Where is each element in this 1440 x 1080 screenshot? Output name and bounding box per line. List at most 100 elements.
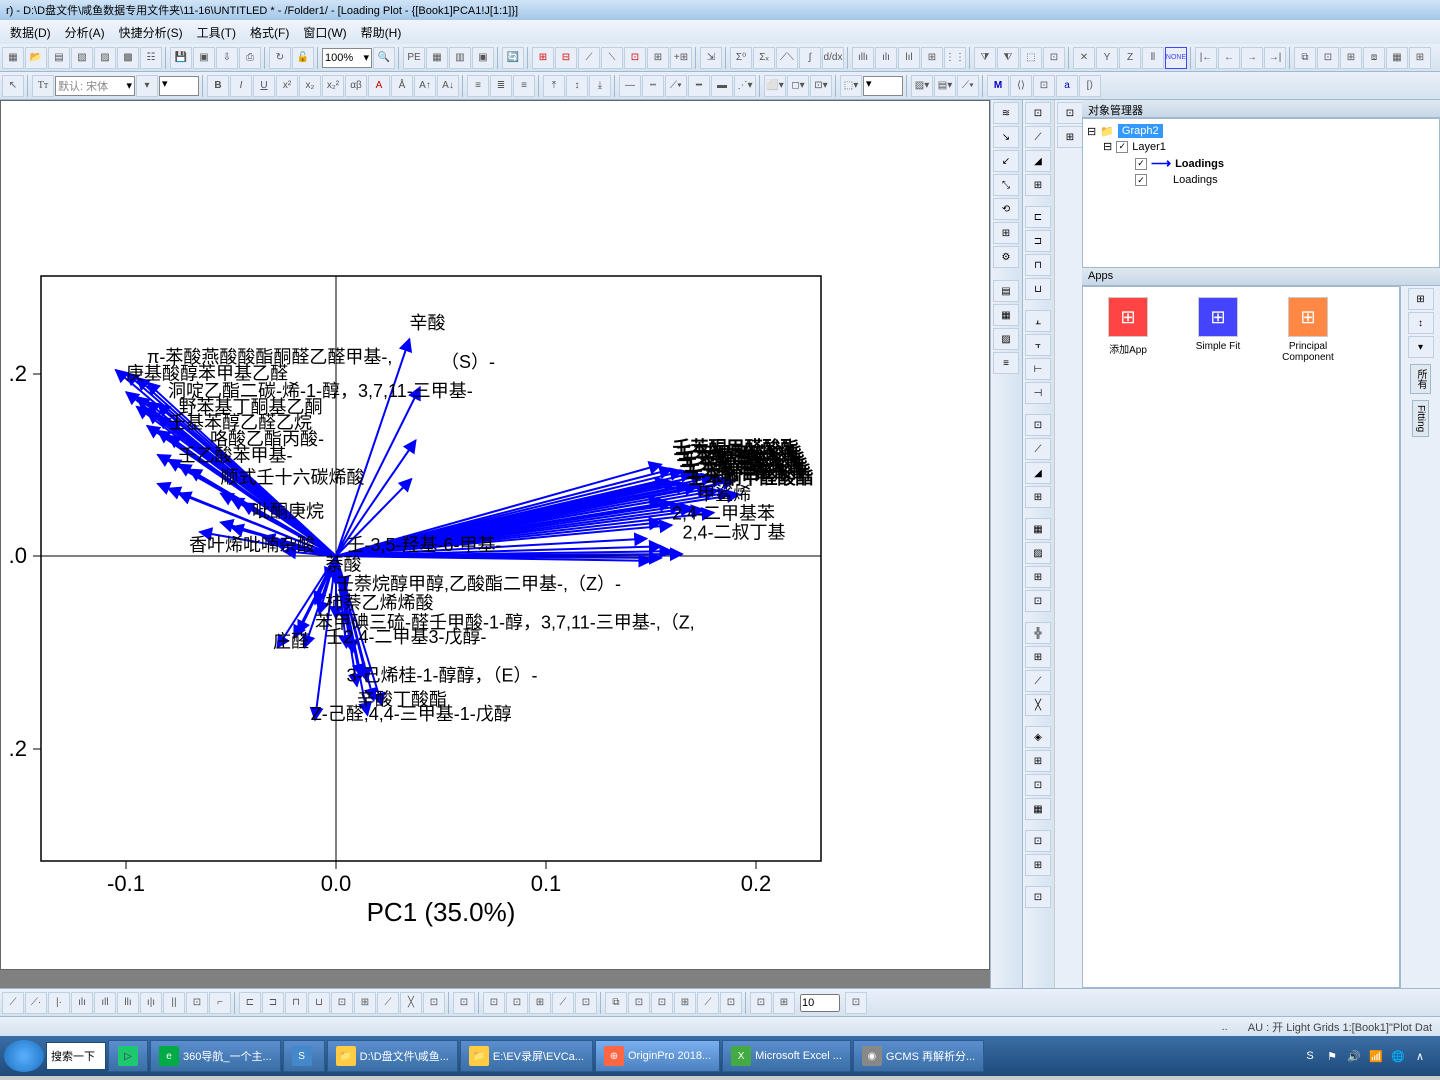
btn-data[interactable]: ⊡ [1043,47,1065,69]
smallA-btn[interactable]: Å [391,75,413,97]
btool-23[interactable]: ⊡ [483,992,505,1014]
tree-loadings-1[interactable]: ✓ ⟶ Loadings [1087,154,1435,173]
btool-12[interactable]: ⊐ [262,992,284,1014]
range2[interactable]: ⊡ [1033,75,1055,97]
btn-arr2[interactable]: ← [1218,47,1240,69]
btn-win3[interactable]: ⊞ [1340,47,1362,69]
btn-vert[interactable]: ⦀ [1142,47,1164,69]
menu-分析(A)[interactable]: 分析(A) [59,22,111,43]
btn-x[interactable]: ✕ [1073,47,1095,69]
m-icon[interactable]: M [987,75,1009,97]
rtool2-6[interactable]: ⊐ [1025,230,1051,252]
btn-arr1[interactable]: |← [1195,47,1217,69]
btool-1[interactable]: ⟋· [25,992,47,1014]
tree-root[interactable]: ⊟ 📁 Graph2 [1087,123,1435,139]
object-tree[interactable]: ⊟ 📁 Graph2 ⊟ ✓ Layer1 ✓ ⟶ Loadings ✓ Loa… [1082,118,1440,268]
btool-29[interactable]: ⧉ [605,992,627,1014]
tray-⚑[interactable]: ⚑ [1324,1048,1340,1064]
btn-line2[interactable]: ⟍ [601,47,623,69]
rtool2-20[interactable]: ▦ [1025,518,1051,540]
rtool2-38[interactable]: ⊡ [1025,886,1051,908]
btn-refresh[interactable]: 🔄 [502,47,524,69]
tray-∧[interactable]: ∧ [1412,1048,1428,1064]
btool-16[interactable]: ⊞ [354,992,376,1014]
font-tt[interactable]: Tт [32,75,54,97]
btn-worksheet[interactable]: ▤ [48,47,70,69]
tree-layer[interactable]: ⊟ ✓ Layer1 [1087,139,1435,154]
rtool2-5[interactable]: ⊏ [1025,206,1051,228]
menu-窗口(W)[interactable]: 窗口(W) [297,22,352,43]
btn-stats3[interactable]: lıl [898,47,920,69]
menu-帮助(H)[interactable]: 帮助(H) [355,22,408,43]
rtool2-0[interactable]: ⊡ [1025,102,1051,124]
rtool1-6[interactable]: ⚙ [993,246,1019,268]
btool-5[interactable]: llı [117,992,139,1014]
ptr-icon[interactable]: ↖ [2,75,24,97]
task-360导航_一个主...[interactable]: e360导航_一个主... [150,1040,281,1072]
rtool1-1[interactable]: ↘ [993,126,1019,148]
btn-save[interactable]: 💾 [170,47,192,69]
italic-btn[interactable]: I [230,75,252,97]
btn-matrix[interactable]: ▩ [117,47,139,69]
rtool2-32[interactable]: ⊡ [1025,774,1051,796]
tray-🔊[interactable]: 🔊 [1346,1048,1362,1064]
btn-dup[interactable]: ▣ [472,47,494,69]
range4[interactable]: [⟩ [1079,75,1101,97]
taskbar-search[interactable]: 搜索一下 [46,1042,106,1070]
btool-30[interactable]: ⊡ [628,992,650,1014]
btn-diff[interactable]: d/dx [822,47,844,69]
rtool2-31[interactable]: ⊞ [1025,750,1051,772]
btool-17[interactable]: ⟋ [377,992,399,1014]
btn-stats4[interactable]: ⊞ [921,47,943,69]
underline-btn[interactable]: U [253,75,275,97]
rtool2-11[interactable]: ⫟ [1025,334,1051,356]
btn-graph[interactable]: ▨ [94,47,116,69]
btool-8[interactable]: ⊡ [186,992,208,1014]
tab-all[interactable]: 所有 [1410,364,1431,394]
btn-import[interactable]: ⇩ [216,47,238,69]
btool-32[interactable]: ⊞ [674,992,696,1014]
task-OriginPro 2018...[interactable]: ⊕OriginPro 2018... [595,1040,720,1072]
btn-stats1[interactable]: ıllı [852,47,874,69]
btn-filter1[interactable]: ⧩ [974,47,996,69]
task-D:\D盘文件\咸鱼...[interactable]: 📁D:\D盘文件\咸鱼... [327,1040,458,1072]
btn-win2[interactable]: ⊡ [1317,47,1339,69]
rtool2-33[interactable]: ▦ [1025,798,1051,820]
align-r[interactable]: ≡ [513,75,535,97]
rtool2-16[interactable]: ⟋ [1025,438,1051,460]
btool-34[interactable]: ⊡ [720,992,742,1014]
btool-33[interactable]: ⟋ [697,992,719,1014]
btn-sc[interactable]: ▦ [426,47,448,69]
fontdec-btn[interactable]: A↓ [437,75,459,97]
btn-new[interactable]: ▦ [2,47,24,69]
fontinc-btn[interactable]: A↑ [414,75,436,97]
tray-🌐[interactable]: 🌐 [1390,1048,1406,1064]
btool-9[interactable]: ⌐ [209,992,231,1014]
rtool2-18[interactable]: ⊞ [1025,486,1051,508]
btn-integ[interactable]: ∫ [799,47,821,69]
marker2[interactable]: ◻▾ [787,75,809,97]
btn-addplot[interactable]: +⊞ [670,47,692,69]
rtool1-11[interactable]: ≡ [993,352,1019,374]
rtool2-2[interactable]: ◢ [1025,150,1051,172]
subsup-btn[interactable]: x₂² [322,75,344,97]
btn-zoomin[interactable]: 🔍 [373,47,395,69]
taskbar-qq[interactable]: ▷ [108,1040,148,1072]
rtool1-9[interactable]: ▦ [993,304,1019,326]
btn-stats2[interactable]: ılı [875,47,897,69]
range3[interactable]: a [1056,75,1078,97]
align-l[interactable]: ≡ [467,75,489,97]
btn-template[interactable]: ▣ [193,47,215,69]
btool-6[interactable]: ı|ı [140,992,162,1014]
side-btn-3[interactable]: ▾ [1408,336,1434,358]
btool-4[interactable]: ıll [94,992,116,1014]
bigA-btn[interactable]: A [368,75,390,97]
btn-arr3[interactable]: → [1241,47,1263,69]
rtool2-8[interactable]: ⊔ [1025,278,1051,300]
rtool1-8[interactable]: ▤ [993,280,1019,302]
tray-📶[interactable]: 📶 [1368,1048,1384,1064]
marker1[interactable]: ⬜▾ [764,75,786,97]
rtool2-27[interactable]: ⟋ [1025,670,1051,692]
btn-open[interactable]: 📂 [25,47,47,69]
btn-win4[interactable]: ⧈ [1363,47,1385,69]
